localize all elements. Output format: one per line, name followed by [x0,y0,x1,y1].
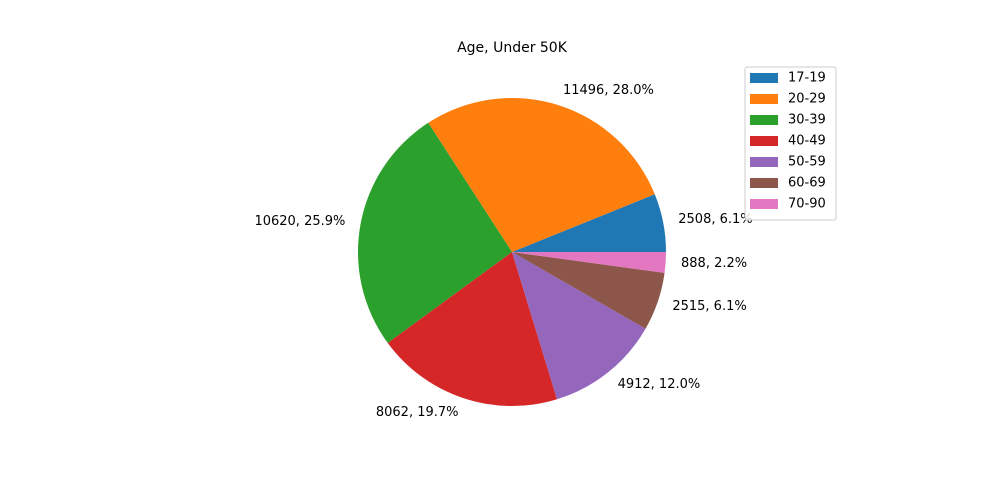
legend-label-20-29: 20-29 [788,92,826,107]
legend-swatch-50-59 [750,157,778,167]
legend-label-70-90: 70-90 [788,197,826,212]
legend-label-50-59: 50-59 [788,155,826,170]
legend-label-30-39: 30-39 [788,113,826,128]
legend-swatch-40-49 [750,136,778,146]
legend-label-17-19: 17-19 [788,71,826,86]
legend-swatch-70-90 [750,199,778,209]
pie-slice-50-59 [512,252,646,400]
legend-swatch-20-29 [750,94,778,104]
chart-title: Age, Under 50K [457,40,568,56]
legend-swatch-60-69 [750,178,778,188]
pie-slices [357,97,666,407]
pie-slice-60-69 [512,252,665,329]
pie-slice-30-39 [357,122,512,343]
pie-slice-20-29 [428,97,655,253]
pie-slice-40-49 [387,252,557,407]
pie-slice-labels: 2508, 6.1% 11496, 28.0% 10620, 25.9% 8062, … [254,83,752,420]
slice-label-20-29: 11496, 28.0% [563,83,654,98]
legend-label-60-69: 60-69 [788,176,826,191]
slice-label-40-49: 8062, 19.7% [376,405,459,420]
pie-slice-17-19 [512,194,666,252]
legend-swatch-17-19 [750,73,778,83]
legend: 17-19 20-29 30-39 40-49 50-59 60-69 70-90 [744,66,837,221]
slice-label-60-69: 2515, 6.1% [672,299,746,314]
pie-slice-70-90 [512,252,666,273]
legend-swatch-30-39 [750,115,778,125]
slice-label-17-19: 2508, 6.1% [678,212,752,227]
slice-label-50-59: 4912, 12.0% [618,377,701,392]
legend-label-40-49: 40-49 [788,134,826,149]
slice-label-30-39: 10620, 25.9% [254,214,345,229]
slice-label-70-90: 888, 2.2% [681,256,747,271]
